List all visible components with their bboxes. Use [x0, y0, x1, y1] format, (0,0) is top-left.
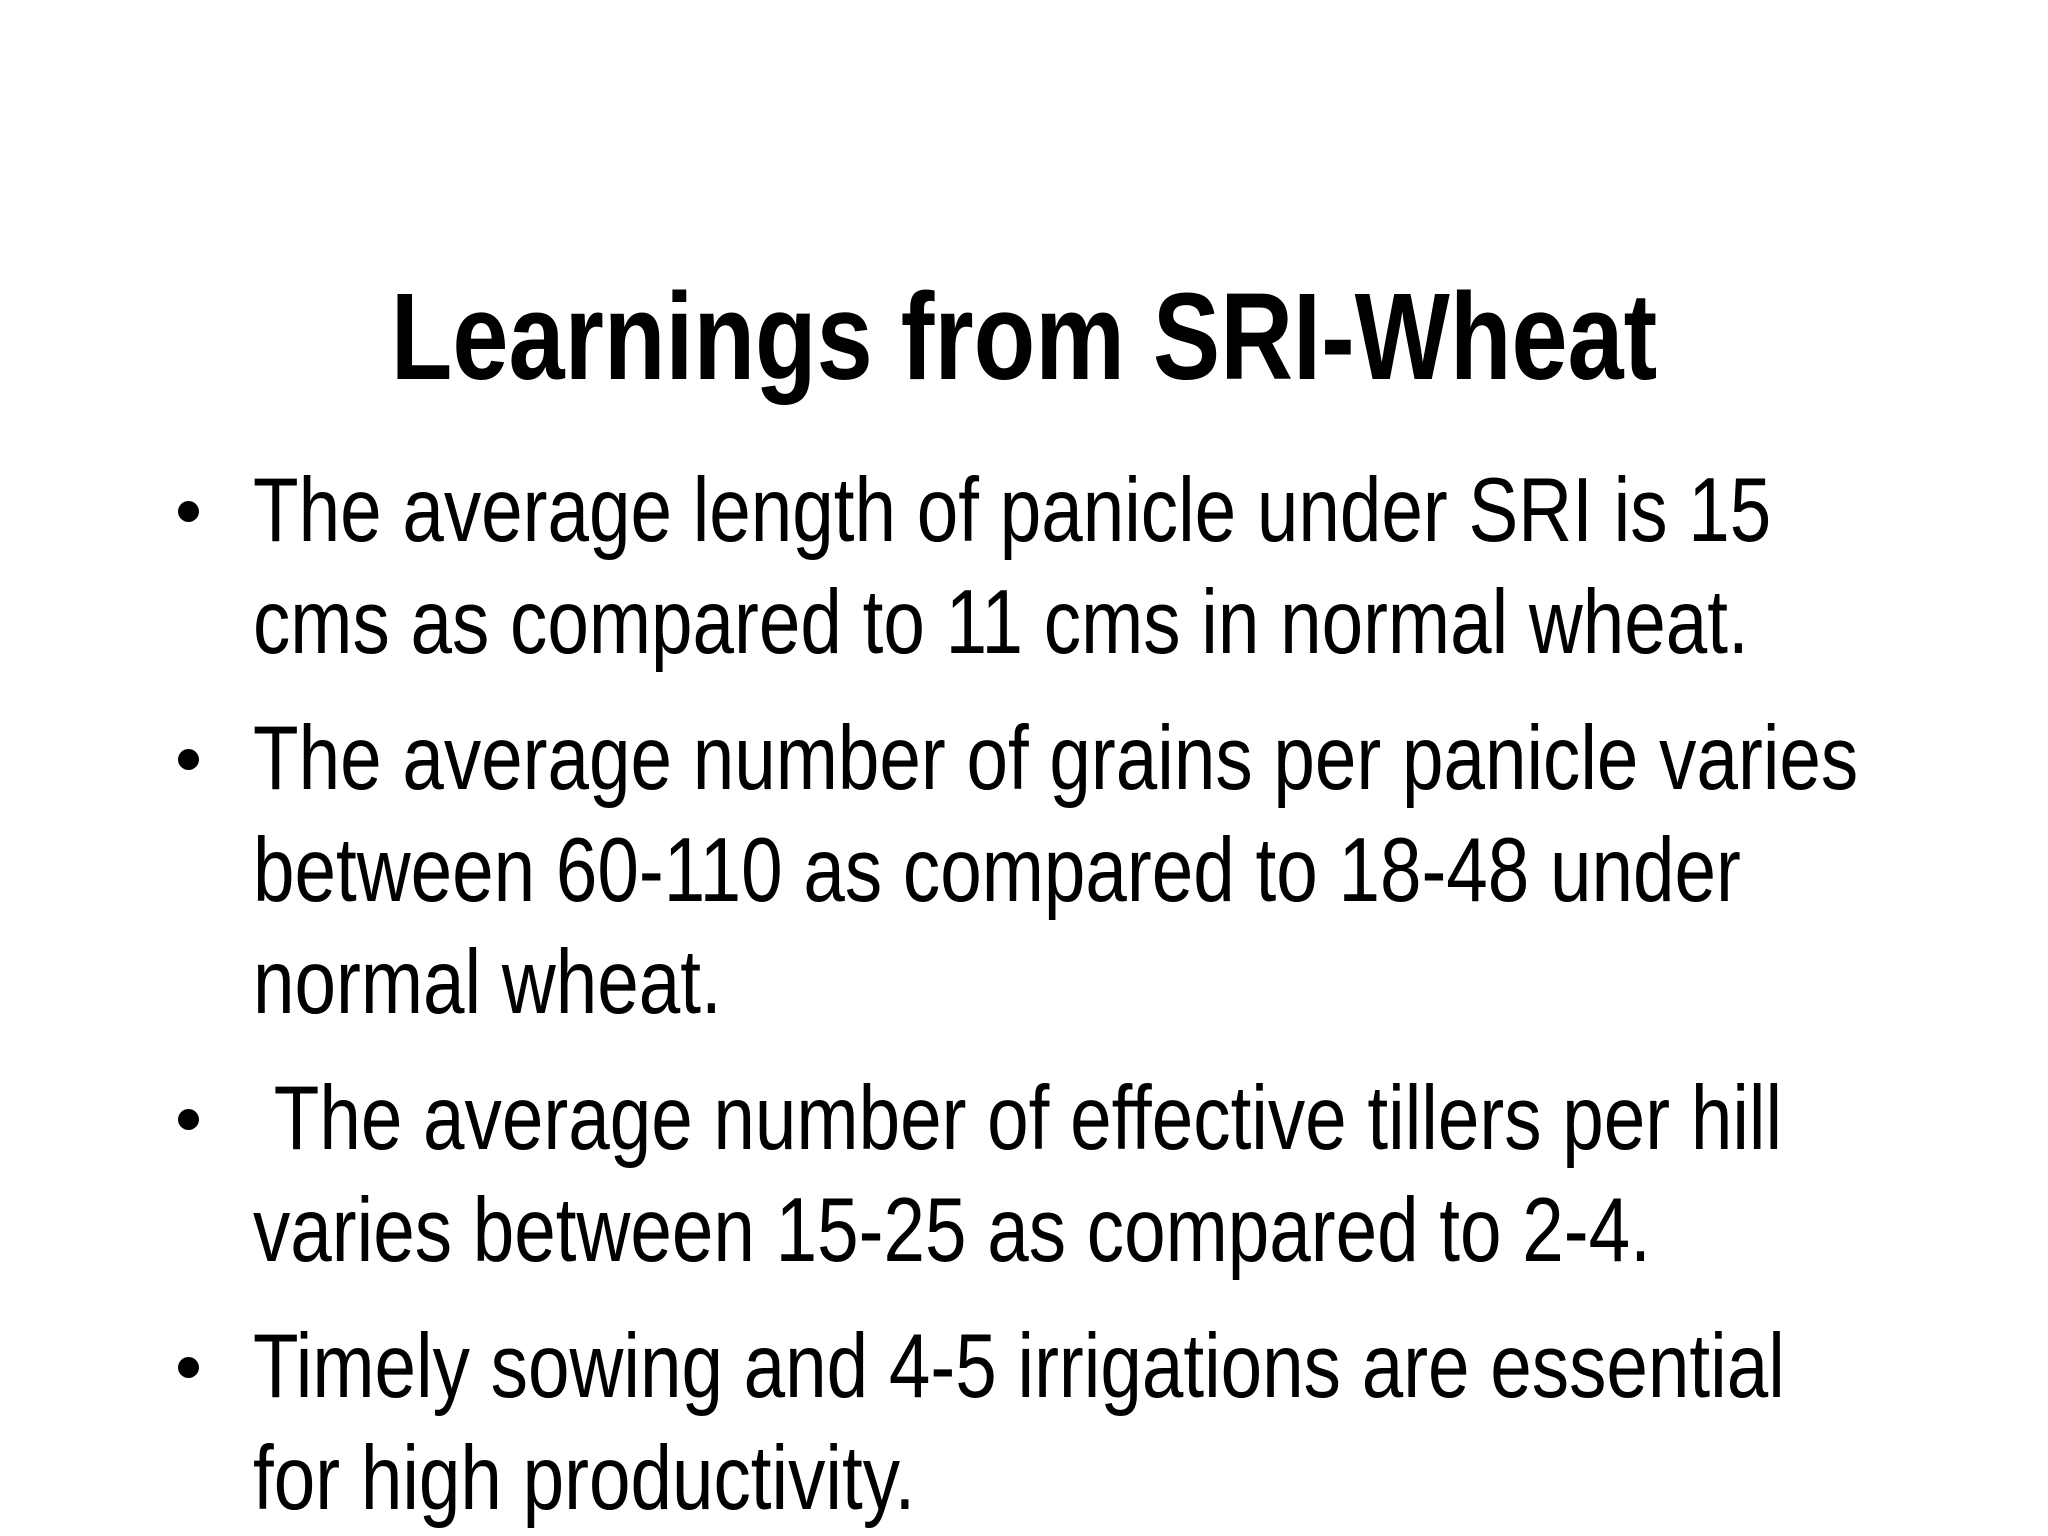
bullet-line: The average number of grains per panicle… — [253, 708, 1859, 809]
bullet-line: between 60-110 as compared to 18-48 unde… — [253, 820, 1741, 921]
bullet-item: The average number of grains per panicle… — [178, 703, 1998, 1039]
slide-title: Learnings from SRI-Wheat — [390, 269, 1658, 407]
bullet-text: The average number of effective tillers … — [253, 1063, 1998, 1287]
bullet-item: The average number of effective tillers … — [178, 1063, 1998, 1287]
bullet-dot-icon — [178, 501, 199, 522]
bullet-dot-icon — [178, 749, 199, 770]
bullet-marker — [178, 455, 253, 522]
bullet-list: The average length of panicle under SRI … — [178, 455, 1998, 1535]
bullet-line: The average length of panicle under SRI … — [253, 460, 1772, 561]
bullet-line: normal wheat. — [253, 932, 722, 1033]
bullet-dot-icon — [178, 1109, 199, 1130]
bullet-text: The average length of panicle under SRI … — [253, 455, 1998, 679]
bullet-line: cms as compared to 11 cms in normal whea… — [253, 572, 1749, 673]
bullet-marker — [178, 703, 253, 770]
bullet-marker — [178, 1063, 253, 1130]
bullet-dot-icon — [178, 1357, 199, 1378]
bullet-line: Timely sowing and 4-5 irrigations are es… — [253, 1316, 1785, 1417]
bullet-item: The average length of panicle under SRI … — [178, 455, 1998, 679]
bullet-text: The average number of grains per panicle… — [253, 703, 1998, 1039]
bullet-text: Timely sowing and 4-5 irrigations are es… — [253, 1311, 1998, 1535]
bullet-marker — [178, 1311, 253, 1378]
bullet-line: varies between 15-25 as compared to 2-4. — [253, 1180, 1651, 1281]
bullet-line: The average number of effective tillers … — [253, 1068, 1783, 1169]
bullet-item: Timely sowing and 4-5 irrigations are es… — [178, 1311, 1998, 1535]
bullet-line: for high productivity. — [253, 1428, 916, 1529]
